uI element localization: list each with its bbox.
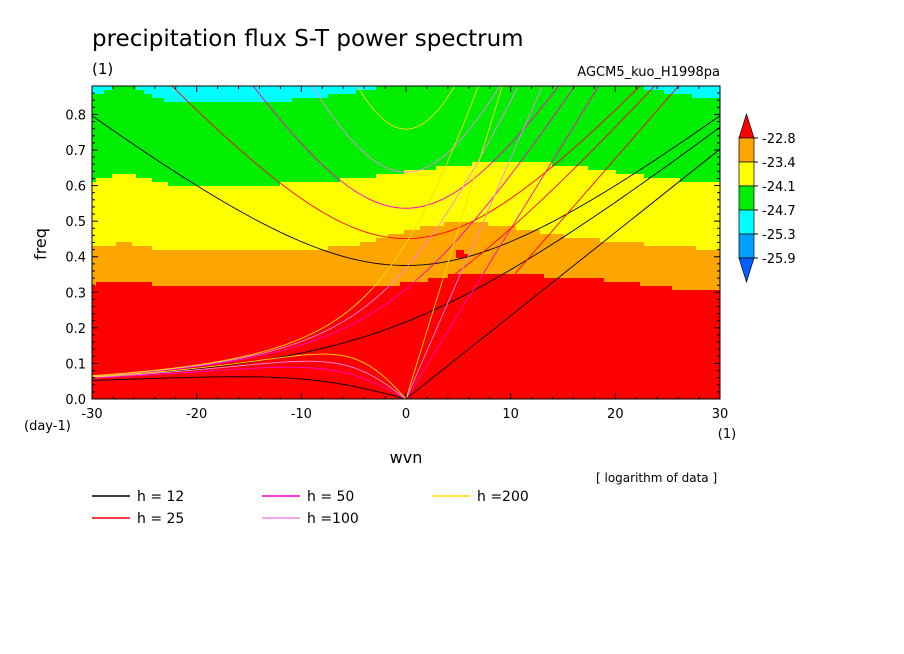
colorbar-segment [738, 209, 755, 235]
colorbar-segment [738, 233, 755, 259]
curve-h12 [92, 115, 720, 399]
plot-area [92, 86, 720, 399]
legend-label-h50: h = 50 [307, 489, 354, 505]
y-tick-label: 0.0 [65, 393, 86, 408]
colorbar-label: -24.7 [762, 204, 796, 219]
mrg-wave-h12 [92, 126, 720, 378]
x-tick-label: -10 [291, 407, 312, 422]
colorbar-label: -22.8 [762, 132, 796, 147]
legend-label-h200: h =200 [477, 489, 529, 505]
ig-wave-h12 [92, 115, 720, 266]
y-tick-label: 0.3 [65, 286, 86, 301]
ig-wave-h200 [356, 86, 456, 130]
rossby-wave-h50 [92, 366, 407, 399]
y-tick-label: 0.4 [65, 251, 86, 266]
colorbar-label: -24.1 [762, 180, 796, 195]
y-tick-label: 0.2 [65, 322, 86, 337]
model-label: AGCM5_kuo_H1998pa [577, 65, 720, 80]
colorbar-label: -25.9 [762, 252, 796, 267]
colorbar-label: -23.4 [762, 156, 796, 171]
axis-ticks: -30 -20 -10 0 10 20 30 0.0 0.1 0.2 0.3 0.4 0.5 0.6 0.7… [65, 86, 728, 422]
x-tick-label: -20 [186, 407, 207, 422]
mrg-wave-h25 [92, 86, 656, 378]
x-tick-label: 30 [712, 407, 729, 422]
scale-note: [ logarithm of data ] [596, 471, 717, 485]
y-tick-label: 0.8 [65, 108, 86, 123]
legend-label-h25: h = 25 [137, 511, 184, 527]
mrg-wave-h200 [92, 86, 479, 377]
curve-h50 [92, 86, 600, 399]
x-tick-label: -30 [81, 407, 102, 422]
dispersion-legend: h = 12 h = 25 h = 50 h =100 h =200 [92, 489, 529, 527]
kelvin-wave-h50 [405, 86, 600, 399]
colorbar-segment [738, 137, 755, 163]
rossby-wave-h100 [92, 360, 407, 399]
curve-h25 [92, 86, 680, 399]
colorbar-arrow-bottom [738, 257, 755, 284]
kelvin-wave-h200 [405, 86, 503, 399]
y-tick-label: 0.6 [65, 180, 86, 195]
y-tick-label: 0.1 [65, 357, 86, 372]
y-axis-label: freq [31, 228, 50, 260]
x-tick-label: 20 [607, 407, 624, 422]
x-unit-label: (1) [718, 427, 736, 442]
colorbar-segment [738, 161, 755, 187]
mrg-wave-h50 [92, 86, 576, 377]
colorbar-arrow-top [738, 112, 755, 139]
kelvin-wave-h25 [405, 86, 680, 399]
y-tick-label: 0.5 [65, 215, 86, 230]
ig-wave-h25 [171, 86, 641, 240]
ig-wave-h50 [252, 86, 560, 209]
colorbar-segment [738, 185, 755, 211]
ig-wave-h100 [311, 86, 501, 173]
kelvin-wave-h12 [405, 148, 720, 399]
curve-h100 [92, 86, 543, 399]
rossby-wave-h12 [92, 376, 407, 399]
x-tick-label: 0 [402, 407, 410, 422]
legend-label-h100: h =100 [307, 511, 359, 527]
chart-title: precipitation flux S-T power spectrum [92, 26, 524, 52]
colorbar-label: -25.3 [762, 228, 796, 243]
y-tick-label: 0.7 [65, 144, 86, 159]
y-unit-label: (day-1) [24, 419, 71, 434]
colorbar: -22.8 -23.4 -24.1 -24.7 -25.3 -25.9 [738, 112, 796, 284]
rossby-wave-h25 [92, 371, 407, 399]
x-tick-label: 10 [502, 407, 519, 422]
dispersion-curves [92, 86, 720, 399]
curve-h200 [92, 86, 503, 399]
x-axis-label: wvn [390, 448, 423, 467]
legend-label-h12: h = 12 [137, 489, 184, 505]
rossby-wave-h200 [92, 353, 407, 399]
mrg-wave-h100 [92, 86, 519, 377]
kelvin-wave-h100 [405, 86, 543, 399]
unit-label: (1) [92, 60, 113, 78]
